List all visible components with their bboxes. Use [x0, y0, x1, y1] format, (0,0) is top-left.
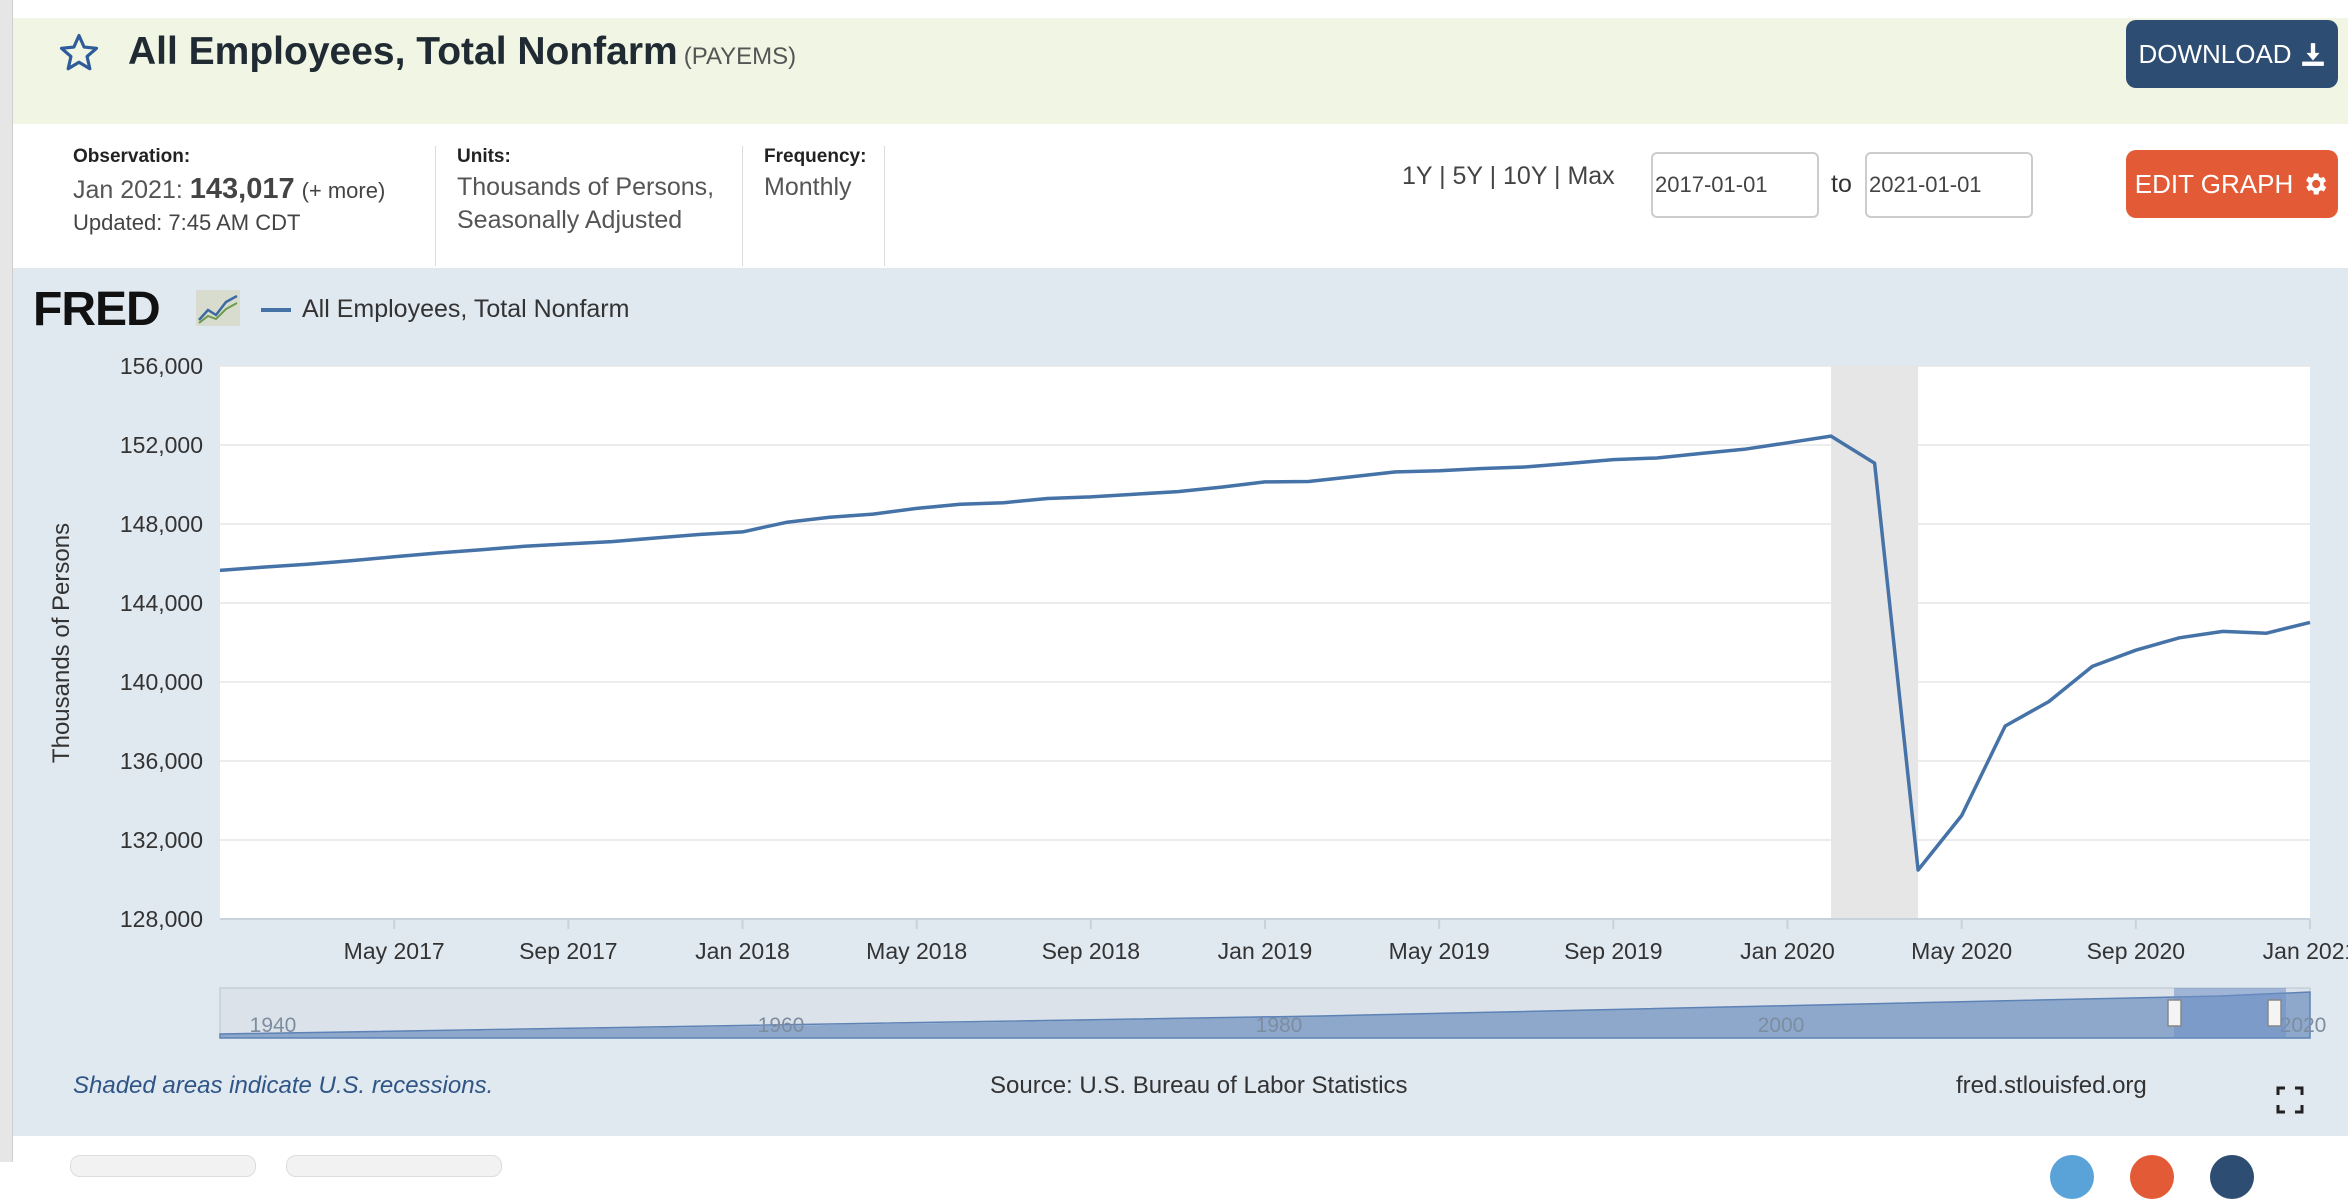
updated-time: Updated: 7:45 AM CDT — [73, 210, 301, 235]
navigator-label: 1940 — [250, 1014, 297, 1037]
download-label: DOWNLOAD — [2138, 38, 2292, 69]
more-link[interactable]: (+ more) — [301, 178, 386, 203]
y-axis-title: Thousands of Persons — [48, 523, 75, 763]
x-tick-label: Sep 2019 — [1564, 938, 1662, 964]
observation-date: Jan 2021: — [73, 176, 183, 204]
edit-graph-label: EDIT GRAPH — [2134, 168, 2294, 199]
x-tick-label: Jan 2021 — [2263, 938, 2348, 964]
series-title: All Employees, Total Nonfarm — [128, 30, 678, 73]
source-link[interactable]: Source: U.S. Bureau of Labor Statistics — [990, 1072, 1408, 1099]
recession-shading — [1831, 366, 1919, 919]
meta-divider — [435, 146, 436, 266]
x-tick-label: May 2017 — [344, 938, 445, 964]
plot-area — [220, 366, 2310, 919]
observation-value: 143,017 — [189, 173, 295, 205]
navigator-label: 2020 — [2280, 1014, 2327, 1037]
x-tick-label: May 2018 — [866, 938, 967, 964]
meta-divider — [884, 146, 885, 266]
x-tick-label: Sep 2017 — [519, 938, 617, 964]
observation-block: Observation: Jan 2021: 143,017 (+ more) … — [73, 146, 385, 236]
series-line — [219, 434, 2311, 872]
y-tick-label: 140,000 — [120, 669, 203, 695]
x-tick-label: Sep 2018 — [1042, 938, 1140, 964]
edit-graph-button[interactable]: EDIT GRAPH — [2126, 150, 2338, 218]
y-tick-label: 136,000 — [120, 748, 203, 774]
x-tick-label: May 2019 — [1389, 938, 1490, 964]
navigator-handle[interactable] — [2167, 999, 2182, 1027]
start-date-input[interactable] — [1651, 152, 1819, 218]
recession-note: Shaded areas indicate U.S. recessions. — [73, 1072, 494, 1099]
x-tick-label: Jan 2020 — [1740, 938, 1835, 964]
site-link[interactable]: fred.stlouisfed.org — [1956, 1072, 2147, 1099]
y-tick-label: 152,000 — [120, 432, 203, 458]
range-links[interactable]: 1Y | 5Y | 10Y | Max — [1402, 162, 1615, 190]
frequency-label: Frequency: — [764, 146, 867, 167]
units-label: Units: — [457, 146, 511, 167]
units-line1: Thousands of Persons, — [457, 173, 715, 201]
x-tick-label: Sep 2020 — [2087, 938, 2185, 964]
observation-label: Observation: — [73, 146, 191, 167]
y-tick-label: 144,000 — [120, 590, 203, 616]
fred-logo[interactable]: FRED — [33, 283, 161, 336]
frequency-block: Frequency: Monthly — [764, 146, 866, 205]
y-tick-label: 156,000 — [120, 353, 203, 379]
to-label: to — [1831, 170, 1852, 198]
y-tick-label: 148,000 — [120, 511, 203, 537]
frequency-value: Monthly — [764, 173, 852, 201]
meta-divider — [742, 146, 743, 266]
series-header — [13, 18, 2348, 124]
fullscreen-icon[interactable] — [2276, 1086, 2304, 1114]
fred-graph-icon — [196, 290, 240, 326]
navigator-label: 1980 — [1256, 1014, 1303, 1037]
favorite-star-icon[interactable] — [58, 32, 100, 74]
end-date-input[interactable] — [1865, 152, 2033, 218]
download-button[interactable]: DOWNLOAD — [2126, 20, 2338, 88]
units-line2: Seasonally Adjusted — [457, 206, 683, 234]
bottom-tab[interactable] — [70, 1155, 256, 1177]
legend-swatch — [261, 308, 291, 312]
legend-label: All Employees, Total Nonfarm — [302, 295, 630, 323]
y-tick-label: 132,000 — [120, 827, 203, 853]
download-icon — [2301, 43, 2324, 66]
navigator-series — [219, 991, 2311, 1039]
y-tick-label: 128,000 — [120, 906, 203, 932]
x-tick-label: Jan 2019 — [1218, 938, 1313, 964]
gear-icon — [2306, 173, 2327, 195]
navigator-label: 2000 — [1758, 1014, 1805, 1037]
x-tick-label: Jan 2018 — [695, 938, 790, 964]
page-title: All Employees, Total Nonfarm (PAYEMS) — [128, 30, 796, 74]
bottom-tab[interactable] — [286, 1155, 502, 1177]
x-tick-label: May 2020 — [1911, 938, 2012, 964]
series-code: (PAYEMS) — [683, 43, 797, 70]
line-chart[interactable]: 128,000 132,000 136,000 140,000 144,000 148,0… — [13, 268, 2348, 1058]
units-block: Units: Thousands of Persons, Seasonally … — [457, 146, 714, 238]
navigator-label: 1960 — [758, 1014, 805, 1037]
window-edge — [0, 0, 13, 1162]
navigator-handle[interactable] — [2267, 999, 2282, 1027]
